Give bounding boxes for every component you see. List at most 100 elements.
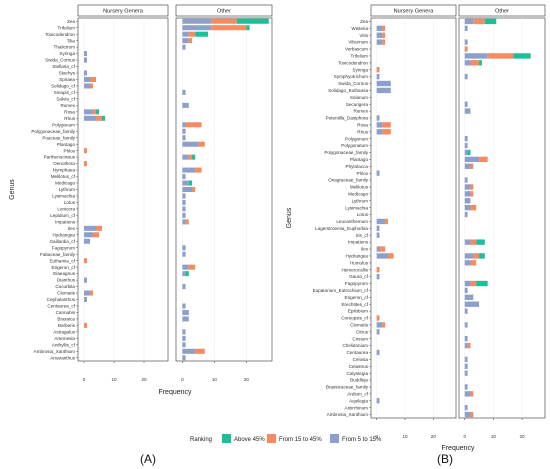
bar-toxicodendron-0	[464, 60, 471, 66]
bar-anthyllis_cf-0	[182, 342, 186, 348]
bar-rosa-2	[96, 109, 99, 115]
bar-hydrangea-1	[473, 253, 480, 259]
bar-lysimachia-1	[470, 204, 477, 211]
y-tick-label: Trifolium	[351, 54, 369, 59]
bar-symphyotrichum-0	[464, 73, 468, 80]
bar-fagopyrum-2	[476, 280, 488, 287]
y-tick-label: Celosia	[353, 357, 369, 362]
x-tick-label: 0	[83, 377, 86, 382]
bar-plantago-1	[479, 156, 488, 163]
y-tick-label: Medicago	[55, 181, 75, 186]
bar-rhus-1	[382, 129, 391, 135]
bar-symphyotrichum-0	[376, 73, 380, 80]
bar-plantago-1	[198, 141, 205, 147]
bar-clematis-1	[90, 290, 93, 296]
bar-tilia-1	[188, 38, 192, 44]
x-tick-label: 20	[431, 434, 437, 439]
y-tick-label: Clematis	[57, 291, 76, 296]
bar-impatiens-2	[476, 239, 485, 245]
bar-toxicodendron-2	[479, 60, 482, 66]
legend-swatch	[267, 434, 276, 443]
facet-other: Other 0 10 20	[175, 4, 273, 382]
y-tick-label: Lotus	[357, 212, 369, 217]
x-tick-label: 10	[212, 377, 218, 382]
y-tick-label: Lythrum	[352, 198, 369, 203]
y-tick-label: Ilex	[361, 247, 369, 252]
y-tick-label: Lepidium_cf	[50, 213, 75, 218]
bar-fagopyrum-0	[464, 280, 471, 287]
y-tick-label: Centaurea_cf	[47, 304, 75, 309]
y-tick-label: Syringa	[59, 51, 75, 56]
y-tick-label: Vitis	[359, 33, 368, 38]
bar-toxicodendron-0	[182, 31, 189, 37]
bar-wisteria-1	[382, 25, 386, 32]
y-tick-label: Brassica	[57, 317, 75, 322]
y-tick-label: Phlox	[357, 171, 369, 176]
bar-erechtites_cf-0	[464, 301, 480, 307]
bar-hydrangea-0	[464, 253, 474, 259]
y-tick-label: Parthenocissus	[44, 155, 76, 160]
bar-medicago-0	[464, 191, 471, 197]
y-tick-label: Lythrum	[59, 187, 76, 192]
bar-lysimachia-0	[464, 204, 471, 211]
bar-vitis-0	[376, 32, 383, 38]
x-tick-label: 20	[520, 434, 526, 439]
y-tick-label: Brassicaceae_family	[326, 385, 369, 390]
bar-impatiens-1	[185, 219, 189, 225]
y-tick-label: Impatiens	[55, 219, 76, 224]
y-tick-label: Sinapis_cf	[54, 90, 76, 95]
bar-artemesia-0	[182, 335, 186, 341]
bar-zea-0	[182, 18, 212, 24]
bar-tilia-0	[182, 38, 189, 44]
x-tick-label: 10	[402, 434, 408, 439]
bar-potentilla_dasiphora-0	[376, 115, 380, 121]
y-tick-label: Trifolium	[58, 25, 76, 30]
bar-chelidonium-1	[467, 342, 471, 349]
bar-zea-2	[236, 18, 269, 24]
y-tick-label: Rosa	[357, 122, 368, 127]
bar-zea-0	[464, 18, 474, 25]
bar-polygonum-0	[182, 122, 186, 128]
bar-parthenocissus-2	[192, 154, 196, 160]
y-tick-label: Centaurea	[347, 350, 369, 355]
y-tick-label: Polygonum	[52, 122, 75, 127]
bar-hydrangea-0	[84, 232, 93, 238]
legend-swatch	[222, 434, 231, 443]
facet-strip	[77, 4, 169, 17]
x-tick-label: 10	[111, 377, 117, 382]
bar-trifolium-2	[513, 53, 531, 59]
y-tick-label: Coreopsis_cf	[341, 316, 369, 321]
bar-toxicodendron-1	[470, 60, 480, 66]
facet-title: Nursery Genera	[103, 9, 144, 15]
bar-trifolium-0	[182, 25, 212, 31]
y-axis-label: Genus	[9, 179, 16, 200]
y-tick-label: Fabaceae_family	[40, 252, 76, 257]
y-tick-label: Fagopyrum	[345, 281, 368, 286]
facet-strip	[458, 4, 546, 17]
bar-viburnum-0	[376, 39, 383, 45]
y-tick-label: Viburnum	[348, 40, 368, 45]
y-tick-label: Citrus	[356, 329, 369, 334]
x-tick-label: 20	[141, 377, 147, 382]
bar-melilotus_cf-0	[182, 174, 186, 180]
y-tick-label: Zea	[67, 19, 75, 24]
y-tick-label: Lysimachia	[52, 194, 75, 199]
bar-melilotus-1	[470, 184, 474, 190]
legend-title: Ranking	[190, 437, 212, 443]
y-tick-label: Symphyotrichum	[334, 74, 368, 79]
bar-vitis-1	[382, 32, 386, 38]
y-tick-label: Gaura_cf	[349, 274, 369, 279]
bar-zea-1	[473, 18, 485, 25]
y-tick-label: Salvia_cf	[56, 96, 75, 101]
y-tick-label: Antirrhinum	[345, 405, 369, 410]
bar-viburnum-1	[382, 39, 386, 45]
y-tick-label: Rosa	[64, 109, 75, 114]
chart-panel-a: Nursery Genera 0 10 20 Other 0 10 20 ZeaTrifoliu…	[9, 4, 273, 466]
bar-impatiens-0	[182, 219, 186, 225]
bar-citrus-0	[376, 329, 380, 335]
legend-swatch	[330, 434, 339, 443]
y-tick-label: Phytolacca	[346, 164, 369, 169]
y-tick-label: Lagerstroemia_Euphorbia	[315, 226, 368, 231]
bar-hydrangea-1	[93, 232, 99, 238]
